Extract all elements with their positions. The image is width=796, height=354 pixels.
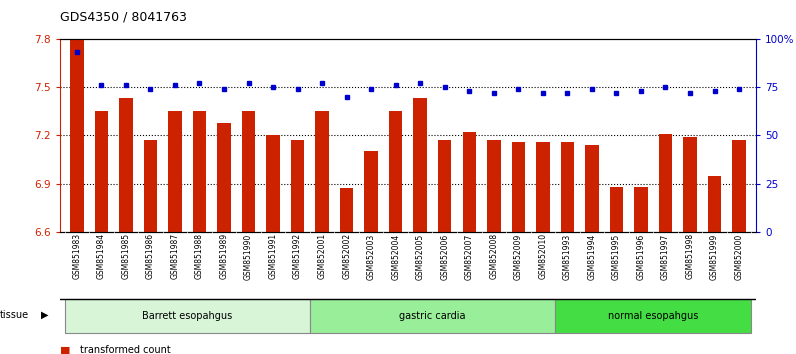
Bar — [365, 152, 378, 232]
Bar — [389, 111, 403, 232]
Bar — [487, 140, 501, 232]
Bar — [659, 134, 672, 232]
Bar — [267, 135, 280, 232]
Bar — [193, 111, 206, 232]
Bar — [70, 39, 84, 232]
Text: normal esopahgus: normal esopahgus — [608, 311, 698, 321]
Text: transformed count: transformed count — [80, 346, 170, 354]
Bar — [536, 142, 549, 232]
Bar — [310, 299, 555, 333]
Bar — [119, 98, 133, 232]
Bar — [560, 142, 574, 232]
Bar — [555, 299, 751, 333]
Bar — [413, 98, 427, 232]
Bar — [462, 132, 476, 232]
Bar — [683, 137, 696, 232]
Bar — [242, 111, 256, 232]
Bar — [512, 142, 525, 232]
Text: GDS4350 / 8041763: GDS4350 / 8041763 — [60, 11, 186, 24]
Bar — [634, 187, 648, 232]
Bar — [708, 176, 721, 232]
Bar — [315, 111, 329, 232]
Text: ▶: ▶ — [41, 310, 49, 320]
Bar — [585, 145, 599, 232]
Bar — [438, 140, 451, 232]
Text: tissue: tissue — [0, 310, 29, 320]
Bar — [144, 140, 157, 232]
Bar — [168, 111, 181, 232]
Bar — [340, 188, 353, 232]
Bar — [291, 140, 304, 232]
Bar — [217, 122, 231, 232]
Text: ■: ■ — [60, 346, 70, 354]
Text: gastric cardia: gastric cardia — [400, 311, 466, 321]
Bar — [610, 187, 623, 232]
Bar — [95, 111, 108, 232]
Bar — [64, 299, 310, 333]
Bar — [732, 140, 746, 232]
Text: Barrett esopahgus: Barrett esopahgus — [142, 311, 232, 321]
